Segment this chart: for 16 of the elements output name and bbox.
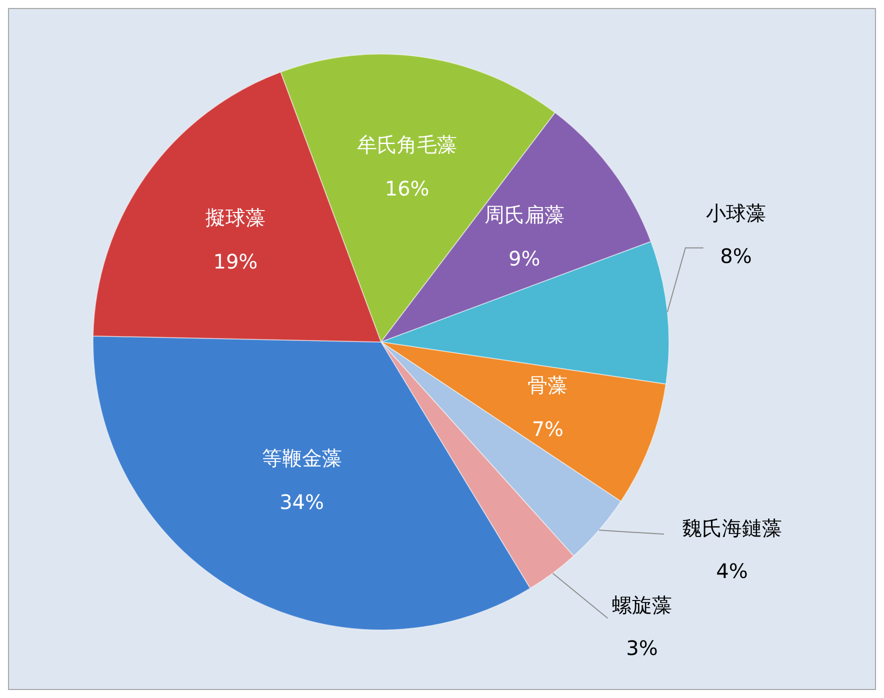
slice-label: 周氏扁藻 (484, 202, 564, 227)
data-label: 9% (508, 246, 540, 271)
slice-label: 骨藻 (528, 372, 568, 397)
data-label: 34% (280, 490, 324, 514)
data-label: 7% (532, 416, 564, 441)
data-label: 8% (720, 244, 752, 268)
slice-label: 等鞭金藻 (262, 446, 342, 470)
slice-label: 牟氏角毛藻 (357, 132, 458, 156)
data-label: 19% (213, 250, 258, 274)
slice-label: 魏氏海鏈藻 (682, 516, 782, 540)
data-label: 4% (716, 559, 748, 583)
slice-label: 小球藻 (706, 201, 766, 225)
slice-label: 擬球藻 (205, 206, 266, 230)
data-label: 16% (384, 176, 430, 200)
data-label: 3% (626, 636, 658, 660)
slice-label: 螺旋藻 (612, 593, 672, 617)
